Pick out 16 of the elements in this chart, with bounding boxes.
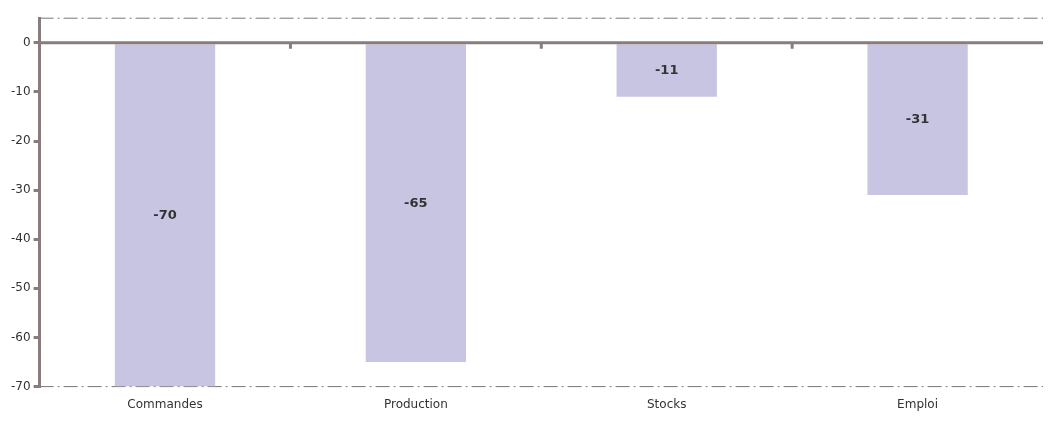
x-tick-label: Stocks <box>646 396 687 411</box>
y-tick-label: -20 <box>10 133 31 148</box>
data-label: -70 <box>153 206 177 222</box>
y-tick-label: -60 <box>10 329 31 344</box>
x-tick-label: Production <box>383 396 448 411</box>
x-tick-label: Commandes <box>127 396 203 411</box>
y-tick-label: -70 <box>10 378 31 393</box>
data-label: -65 <box>404 194 428 210</box>
y-tick-label: 0 <box>22 34 31 49</box>
y-tick-label: -30 <box>10 182 31 197</box>
y-tick-label: -40 <box>10 231 31 246</box>
x-tick-label: Emploi <box>897 396 939 411</box>
y-tick-label: -10 <box>10 84 31 98</box>
y-tick-label: -50 <box>10 280 31 295</box>
data-label: -11 <box>654 61 679 77</box>
data-label: -31 <box>905 111 930 127</box>
